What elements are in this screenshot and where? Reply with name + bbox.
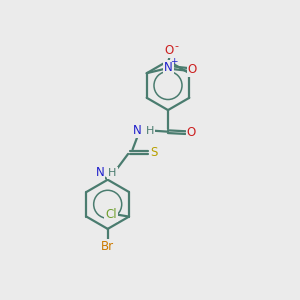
Text: O: O: [187, 126, 196, 139]
Text: S: S: [150, 146, 157, 159]
Text: +: +: [170, 57, 178, 66]
Text: N: N: [95, 166, 104, 179]
Text: Br: Br: [101, 240, 114, 253]
Text: H: H: [146, 126, 154, 136]
Text: N: N: [164, 61, 173, 74]
Text: H: H: [108, 168, 117, 178]
Text: O: O: [188, 63, 197, 76]
Text: N: N: [133, 124, 142, 137]
Text: -: -: [174, 40, 178, 51]
Text: Cl: Cl: [105, 208, 117, 221]
Text: O: O: [165, 44, 174, 57]
